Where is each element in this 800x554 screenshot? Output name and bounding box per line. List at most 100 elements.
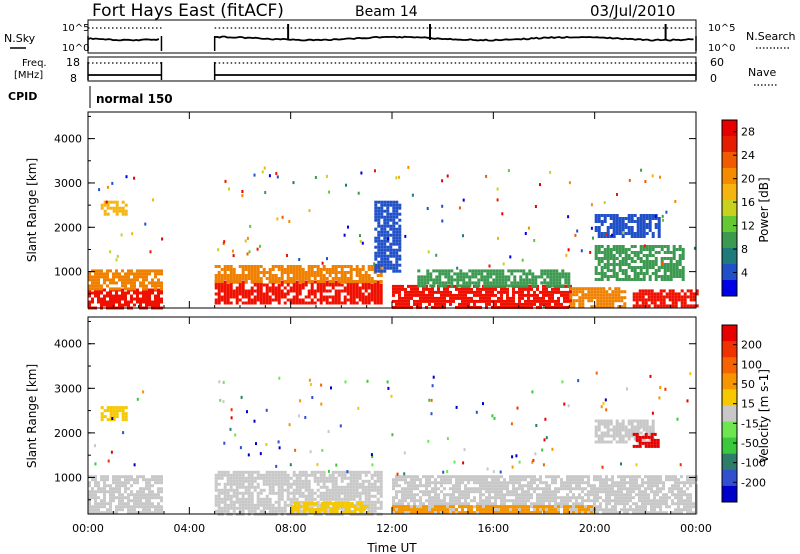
power-data-cell xyxy=(331,283,335,287)
velocity-data-cell xyxy=(217,476,221,480)
velocity-data-cell xyxy=(536,478,539,482)
power-data-cell xyxy=(103,275,106,279)
power-data-cell xyxy=(386,212,390,216)
velocity-data-cell xyxy=(596,487,599,491)
velocity-data-layer xyxy=(88,371,698,516)
power-data-region xyxy=(88,288,163,310)
power-data-cell xyxy=(597,232,601,235)
power-data-cell xyxy=(307,268,311,271)
station-title: Fort Hays East (fitACF) xyxy=(92,1,284,21)
power-data-cell xyxy=(361,298,365,302)
power-data-cell xyxy=(651,263,655,266)
power-data-cell xyxy=(695,289,699,293)
power-data-cell xyxy=(374,227,378,231)
velocity-data-cell xyxy=(611,505,614,509)
power-data-cell xyxy=(479,287,482,291)
power-data-cell xyxy=(292,289,296,293)
velocity-data-cell xyxy=(413,478,416,482)
power-data-cell xyxy=(666,251,670,254)
power-data-cell xyxy=(612,235,616,238)
power-data-cell xyxy=(609,254,613,257)
velocity-data-cell xyxy=(274,473,278,477)
velocity-data-cell xyxy=(223,506,227,510)
velocity-data-cell xyxy=(124,487,127,491)
power-data-cell xyxy=(618,229,622,232)
velocity-data-cell xyxy=(361,509,365,513)
velocity-data-cell xyxy=(686,475,689,479)
power-data-cell xyxy=(229,265,233,268)
power-data-cell xyxy=(322,289,326,293)
power-data-cell xyxy=(419,293,422,297)
power-data-cell xyxy=(247,301,251,305)
power-data-cell xyxy=(106,294,109,298)
power-data-cell xyxy=(455,305,458,309)
velocity-data-cell xyxy=(401,487,404,491)
power-echo-point xyxy=(693,246,696,250)
velocity-data-cell xyxy=(419,499,422,503)
power-data-cell xyxy=(567,278,571,282)
velocity-echo-point xyxy=(335,463,338,467)
noise-tick-top-right: 10^5 xyxy=(708,23,735,34)
velocity-data-cell xyxy=(118,484,121,488)
power-data-cell xyxy=(516,284,520,288)
power-echo-point xyxy=(217,248,220,252)
power-data-cell xyxy=(627,229,631,232)
velocity-data-cell xyxy=(404,475,407,479)
power-data-cell xyxy=(495,278,499,282)
velocity-data-cell xyxy=(539,511,542,515)
power-data-cell xyxy=(220,277,224,280)
velocity-data-cell xyxy=(241,476,245,480)
power-data-cell xyxy=(621,245,625,248)
power-data-cell xyxy=(377,224,381,228)
power-data-cell xyxy=(271,286,275,290)
velocity-data-cell xyxy=(145,505,148,509)
power-data-cell xyxy=(612,260,616,263)
power-data-cell xyxy=(615,257,619,260)
power-data-cell xyxy=(376,295,380,299)
power-data-cell xyxy=(461,296,464,300)
power-echo-point xyxy=(387,237,390,241)
power-data-cell xyxy=(600,260,604,263)
power-data-cell xyxy=(575,299,579,303)
power-data-cell xyxy=(395,230,399,234)
power-data-cell xyxy=(157,284,160,288)
velocity-data-cell xyxy=(677,505,680,509)
power-data-cell xyxy=(127,272,130,276)
power-data-cell xyxy=(392,215,396,219)
power-data-cell xyxy=(310,286,314,290)
power-ytick-label: 2000 xyxy=(54,221,82,234)
power-data-cell xyxy=(274,277,278,280)
power-data-cell xyxy=(361,292,365,296)
power-data-cell xyxy=(277,286,281,290)
power-data-cell xyxy=(127,287,130,291)
power-data-cell xyxy=(615,275,619,278)
velocity-data-cell xyxy=(602,484,605,488)
velocity-data-cell xyxy=(665,505,668,509)
velocity-data-cell xyxy=(440,505,443,509)
velocity-data-cell xyxy=(662,502,665,506)
velocity-data-cell xyxy=(277,482,281,486)
power-data-cell xyxy=(377,200,381,204)
power-data-cell xyxy=(515,290,518,294)
velocity-data-cell xyxy=(124,502,127,506)
power-data-cell xyxy=(331,298,335,302)
velocity-data-cell xyxy=(124,484,127,488)
power-echo-point xyxy=(259,244,261,248)
velocity-data-cell xyxy=(328,488,332,492)
velocity-data-cell xyxy=(130,511,133,515)
velocity-data-cell xyxy=(587,490,590,494)
power-data-cell xyxy=(492,284,496,288)
power-data-cell xyxy=(638,304,642,308)
velocity-data-cell xyxy=(133,493,136,497)
velocity-data-cell xyxy=(527,493,530,497)
power-data-cell xyxy=(600,266,604,269)
velocity-data-cell xyxy=(689,505,692,509)
power-data-cell xyxy=(603,263,607,266)
velocity-data-cell xyxy=(629,484,632,488)
velocity-data-cell xyxy=(627,422,631,426)
power-data-cell xyxy=(548,296,551,300)
velocity-data-cell xyxy=(446,481,449,485)
power-data-cell xyxy=(651,254,655,257)
power-data-cell xyxy=(407,296,410,300)
power-data-cell xyxy=(383,251,387,255)
